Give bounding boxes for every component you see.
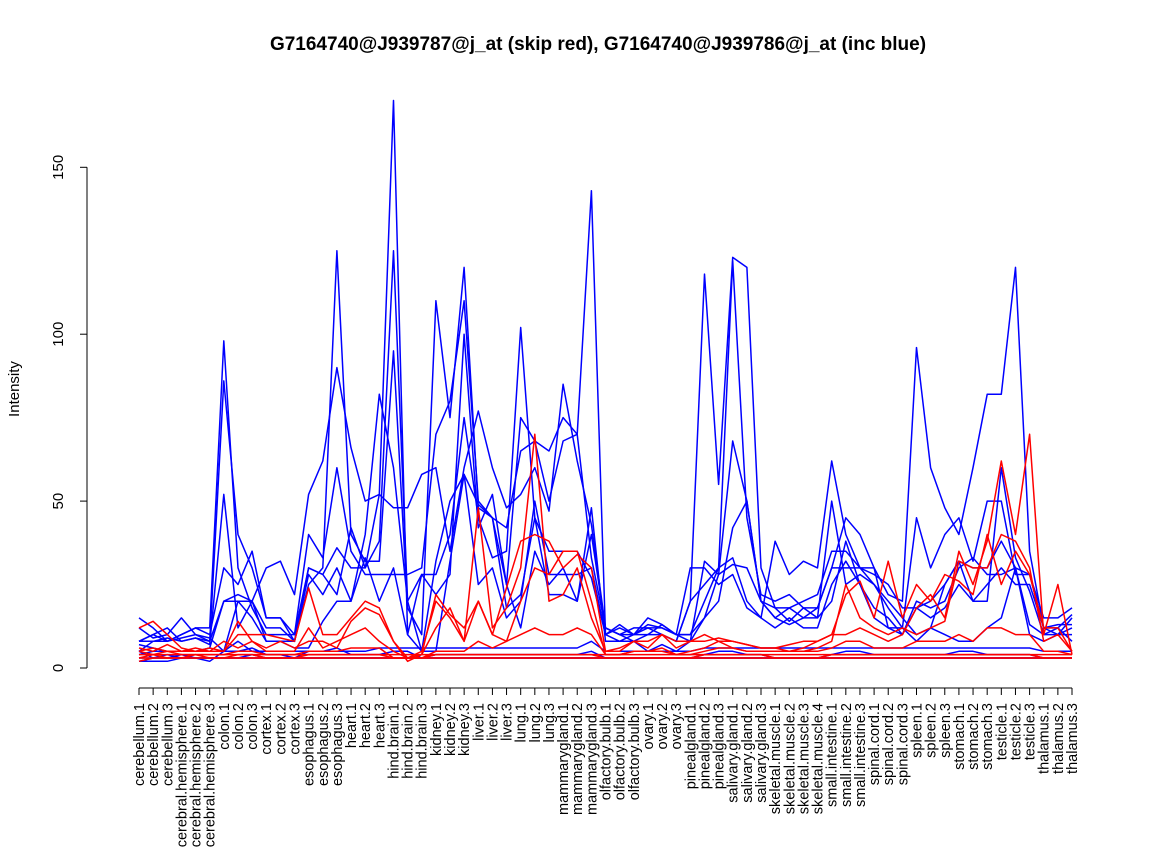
- x-tick-label: ovary.1: [641, 703, 657, 749]
- series-layer: [138, 99, 1073, 663]
- series-line-inc-3: [138, 366, 1073, 646]
- x-tick-label: liver.3: [500, 703, 516, 741]
- x-tick-label: ovary.3: [669, 703, 685, 749]
- x-tick-label: spinal.cord.1: [867, 703, 883, 785]
- x-tick-label: cortex.2: [273, 703, 289, 755]
- x-tick-label: kidney.2: [443, 703, 459, 756]
- x-tick-label: mammarygland.3: [584, 703, 600, 815]
- y-tick-label: 100: [50, 322, 67, 347]
- x-tick-label: kidney.1: [429, 703, 445, 756]
- x-tick-label: stomach.3: [980, 703, 996, 770]
- x-tick-label: cortex.1: [259, 703, 275, 755]
- x-tick-label: hind.brain.3: [415, 703, 431, 779]
- x-tick-label: cerebellum.2: [146, 703, 162, 786]
- x-tick-label: heart.2: [358, 703, 374, 748]
- x-tick-label: testicle.1: [994, 703, 1010, 760]
- x-tick-label: salivary.gland.2: [740, 703, 756, 803]
- x-tick-label: liver.1: [471, 703, 487, 741]
- x-tick-label: cerebellum.3: [160, 703, 176, 786]
- x-tick-label: thalamus.2: [1051, 703, 1067, 774]
- x-tick-label: small.intestine.2: [839, 703, 855, 807]
- x-tick-label: spinal.cord.2: [881, 703, 897, 785]
- series-line-skip-18: [138, 657, 1072, 663]
- x-tick-label: colon.3: [245, 703, 261, 750]
- x-tick-label: spleen.3: [938, 703, 954, 758]
- x-tick-label: stomach.1: [952, 703, 968, 770]
- x-tick-label: mammarygland.1: [556, 703, 572, 815]
- x-tick-label: cerebral.hemisphere.1: [174, 703, 190, 847]
- x-tick-label: olfactory.bulb.2: [613, 703, 629, 800]
- chart-title: G7164740@J939787@j_at (skip red), G71647…: [270, 34, 926, 55]
- series-line-inc-4: [138, 99, 1073, 643]
- x-tick-label: testicle.2: [1009, 703, 1025, 760]
- x-tick-label: spinal.cord.3: [895, 703, 911, 785]
- x-tick-label: testicle.3: [1023, 703, 1039, 760]
- x-axis: cerebellum.1cerebellum.2cerebellum.3cere…: [132, 687, 1081, 847]
- x-tick-label: cerebral.hemisphere.3: [203, 703, 219, 847]
- x-tick-label: heart.3: [372, 703, 388, 748]
- x-tick-label: pinealgland.3: [712, 703, 728, 789]
- y-axis-label: Intensity: [6, 361, 23, 417]
- x-tick-label: colon.1: [217, 703, 233, 750]
- x-tick-label: esophagus.1: [302, 703, 318, 786]
- x-tick-label: pinealgland.2: [698, 703, 714, 789]
- x-tick-label: skeletal.muscle.4: [811, 703, 827, 814]
- x-tick-label: heart.1: [344, 703, 360, 748]
- x-tick-label: cortex.3: [288, 703, 304, 755]
- x-tick-label: hind.brain.1: [387, 703, 403, 779]
- series-line-skip-20: [138, 627, 1073, 659]
- x-tick-label: liver.2: [485, 703, 501, 741]
- x-tick-label: skeletal.muscle.3: [796, 703, 812, 814]
- x-tick-label: salivary.gland.3: [754, 703, 770, 803]
- series-line-inc-9: [139, 256, 1072, 643]
- x-tick-label: cerebellum.1: [132, 703, 148, 786]
- x-tick-label: olfactory.bulb.3: [627, 703, 643, 800]
- series-line-inc-7: [138, 250, 1073, 643]
- y-tick-label: 0: [50, 664, 67, 672]
- x-tick-label: cerebral.hemisphere.2: [189, 703, 205, 847]
- x-tick-label: kidney.3: [457, 703, 473, 756]
- x-tick-label: stomach.2: [966, 703, 982, 770]
- x-tick-label: spleen.1: [910, 703, 926, 758]
- x-tick-label: esophagus.2: [316, 703, 332, 786]
- x-tick-label: spleen.2: [924, 703, 940, 758]
- x-tick-label: lung.2: [528, 703, 544, 743]
- series-line-inc-10: [138, 189, 1072, 653]
- y-tick-label: 150: [50, 155, 67, 180]
- x-tick-label: ovary.2: [655, 703, 671, 749]
- x-tick-label: small.intestine.3: [853, 703, 869, 807]
- x-tick-label: mammarygland.2: [570, 703, 586, 815]
- x-tick-label: esophagus.3: [330, 703, 346, 786]
- x-tick-label: small.intestine.1: [825, 703, 841, 807]
- x-tick-label: lung.1: [514, 703, 530, 743]
- x-tick-label: skeletal.muscle.1: [768, 703, 784, 814]
- x-tick-label: thalamus.1: [1037, 703, 1053, 774]
- x-tick-label: colon.2: [231, 703, 247, 750]
- x-tick-label: skeletal.muscle.2: [782, 703, 798, 814]
- x-tick-label: lung.3: [542, 703, 558, 743]
- series-line-skip-17: [138, 533, 1073, 663]
- x-tick-label: salivary.gland.1: [726, 703, 742, 803]
- y-axis: 0 50 100 150: [50, 155, 88, 672]
- x-tick-label: olfactory.bulb.1: [599, 703, 615, 800]
- y-tick-label: 50: [50, 493, 67, 510]
- x-tick-label: hind.brain.2: [401, 703, 417, 779]
- x-tick-label: thalamus.3: [1065, 703, 1081, 774]
- x-tick-label: pinealgland.1: [683, 703, 699, 789]
